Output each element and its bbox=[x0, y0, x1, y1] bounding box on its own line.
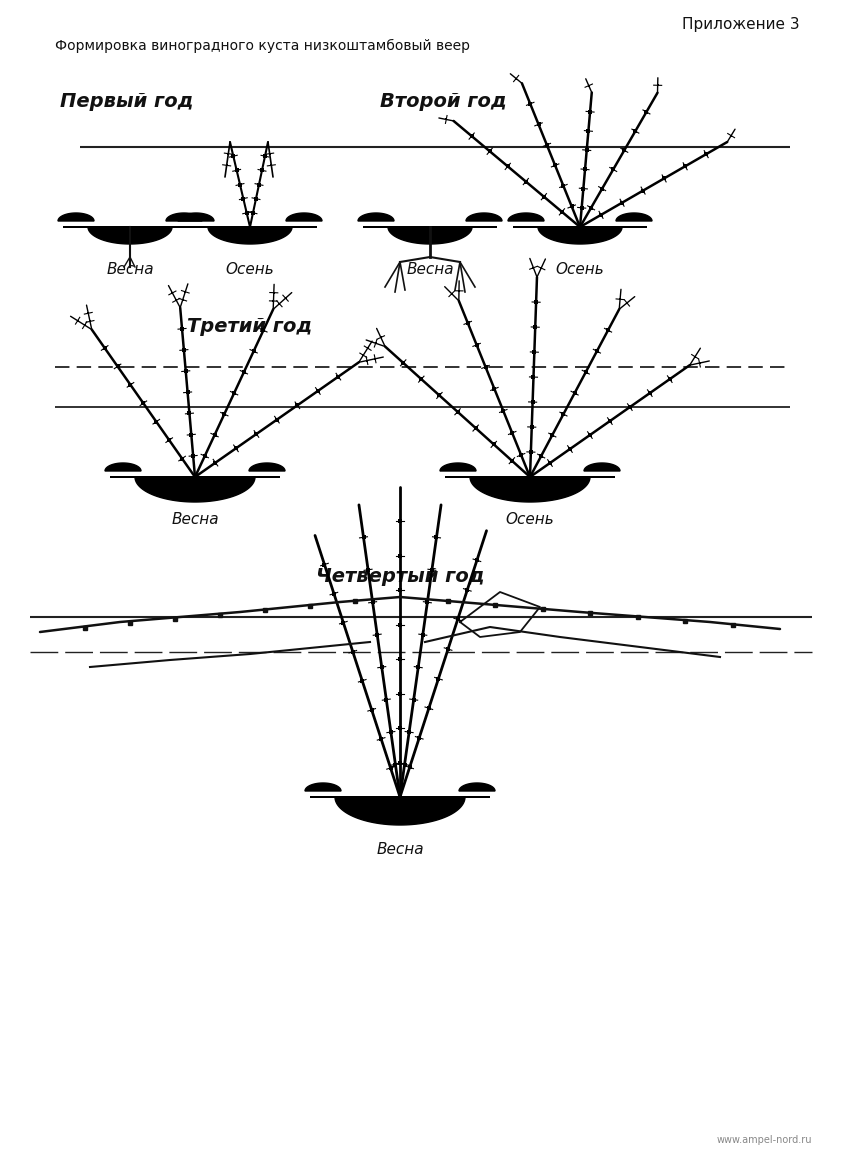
Text: Приложение 3: Приложение 3 bbox=[682, 17, 800, 32]
Polygon shape bbox=[584, 463, 620, 471]
Text: Формировка виноградного куста низкоштамбовый веер: Формировка виноградного куста низкоштамб… bbox=[55, 39, 470, 53]
Polygon shape bbox=[166, 213, 202, 221]
Text: Весна: Весна bbox=[376, 842, 424, 857]
Text: Осень: Осень bbox=[226, 261, 274, 277]
Polygon shape bbox=[445, 477, 615, 502]
Polygon shape bbox=[110, 477, 280, 502]
Text: Осень: Осень bbox=[506, 513, 554, 526]
Text: Весна: Весна bbox=[171, 513, 219, 526]
Polygon shape bbox=[105, 463, 141, 471]
Text: Первый год: Первый год bbox=[60, 93, 194, 111]
Text: Осень: Осень bbox=[556, 261, 605, 277]
Polygon shape bbox=[508, 213, 544, 221]
Text: Весна: Весна bbox=[106, 261, 154, 277]
Polygon shape bbox=[286, 213, 322, 221]
Polygon shape bbox=[63, 227, 197, 244]
Text: Четвертый год: Четвертый год bbox=[316, 567, 484, 585]
Polygon shape bbox=[616, 213, 652, 221]
Polygon shape bbox=[305, 783, 341, 791]
Polygon shape bbox=[178, 213, 214, 221]
Text: Третий год: Третий год bbox=[188, 317, 312, 336]
Text: Второй год: Второй год bbox=[380, 93, 507, 111]
Polygon shape bbox=[58, 213, 94, 221]
Polygon shape bbox=[513, 227, 647, 244]
Polygon shape bbox=[466, 213, 502, 221]
Polygon shape bbox=[310, 797, 490, 825]
Polygon shape bbox=[459, 783, 495, 791]
Polygon shape bbox=[183, 227, 317, 244]
Polygon shape bbox=[363, 227, 497, 244]
Polygon shape bbox=[440, 463, 476, 471]
Text: www.ampel-nord.ru: www.ampel-nord.ru bbox=[717, 1135, 812, 1145]
Text: Весна: Весна bbox=[406, 261, 454, 277]
Polygon shape bbox=[358, 213, 394, 221]
Polygon shape bbox=[249, 463, 285, 471]
